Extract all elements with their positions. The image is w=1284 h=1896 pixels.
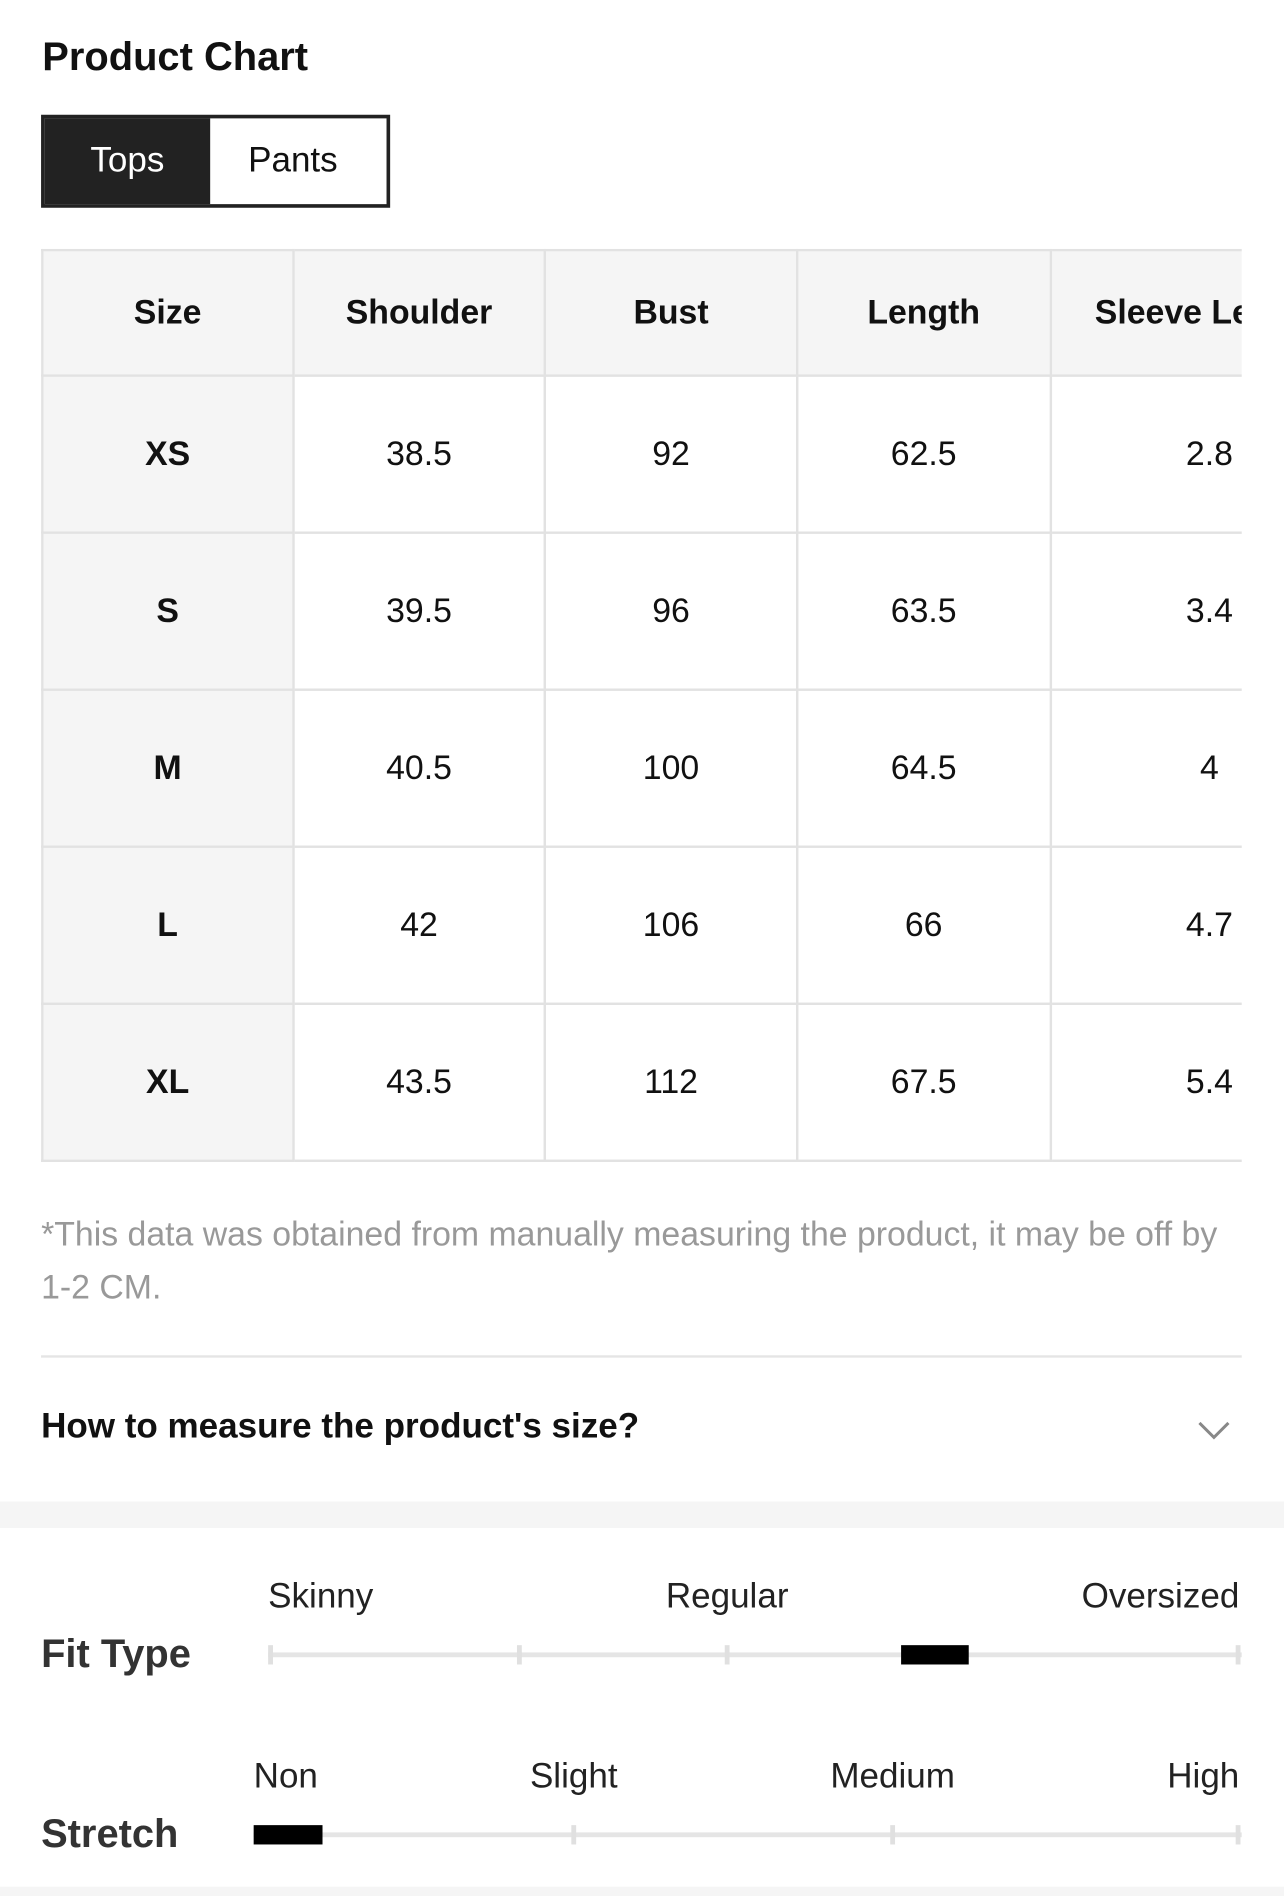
table-cell: 39.5 — [291, 531, 547, 691]
size-cell: M — [41, 688, 295, 848]
table-cell: 66 — [795, 845, 1052, 1005]
bottom-band — [0, 1886, 1284, 1896]
table-cell: 96 — [543, 531, 799, 691]
table-row: M 40.5 100 64.5 4 — [41, 688, 1242, 848]
scale-tick — [1235, 1645, 1241, 1665]
scale-tick — [1235, 1825, 1241, 1845]
table-cell: 38.5 — [291, 374, 547, 534]
table-cell: 62.5 — [795, 374, 1052, 534]
scale-label: Medium — [830, 1757, 955, 1797]
accordion-title[interactable]: How to measure the product's size? — [41, 1407, 640, 1446]
scale-label: Oversized — [1081, 1577, 1240, 1617]
table-cell: 40.5 — [291, 688, 547, 848]
table-cell: 4 — [1049, 688, 1242, 848]
table-cell: 3.4 — [1049, 531, 1242, 691]
scale-label: Non — [253, 1757, 318, 1797]
column-header: Sleeve Length — [1049, 248, 1242, 377]
table-cell: 5.4 — [1049, 1002, 1242, 1162]
tab[interactable]: Pants — [248, 141, 338, 180]
table-row: XL 43.5 112 67.5 5.4 — [41, 1002, 1242, 1162]
scale-tick — [268, 1645, 273, 1665]
title: Product Chart — [42, 33, 309, 79]
scale-label: Slight — [529, 1757, 618, 1797]
chevron-icon[interactable] — [1196, 1416, 1232, 1445]
scale-label: High — [1167, 1757, 1240, 1797]
table-cell: 43.5 — [291, 1002, 547, 1162]
table-cell: 64.5 — [795, 688, 1052, 848]
fit-type-label: Fit Type — [41, 1630, 191, 1676]
tab[interactable]: Tops — [44, 118, 211, 205]
table-cell: 112 — [543, 1002, 799, 1162]
scale-label: Skinny — [268, 1577, 374, 1617]
table-cell: 92 — [543, 374, 799, 534]
table-row: L 42 106 66 4.7 — [41, 845, 1242, 1005]
column-header: Shoulder — [291, 248, 547, 377]
size-cell: L — [41, 845, 295, 1005]
section-separator — [0, 1501, 1284, 1528]
scale-tick — [724, 1645, 730, 1665]
table-row: S 39.5 96 63.5 3.4 — [41, 531, 1242, 691]
table-row: XS 38.5 92 62.5 2.8 — [41, 374, 1242, 534]
size-cell: S — [41, 531, 295, 691]
scale-track — [268, 1652, 1242, 1658]
column-header: Length — [795, 248, 1052, 377]
table-cell: 4.7 — [1049, 845, 1242, 1005]
scale-track — [253, 1832, 1242, 1838]
table-cell: 2.8 — [1049, 374, 1242, 534]
table-cell: 42 — [291, 845, 547, 1005]
column-header: Bust — [543, 248, 799, 377]
scale-indicator — [253, 1825, 323, 1845]
scale-label: Regular — [665, 1577, 789, 1617]
size-cell: XL — [41, 1002, 295, 1162]
scale-tick — [890, 1825, 896, 1845]
table-cell: 67.5 — [795, 1002, 1052, 1162]
column-header: Size — [41, 248, 295, 377]
scale-tick — [516, 1645, 522, 1665]
note: *This data was obtained from manually me… — [41, 1215, 1218, 1306]
tab-bar: Tops Pants — [41, 114, 391, 208]
table-cell: 100 — [543, 688, 799, 848]
table-cell: 106 — [543, 845, 799, 1005]
stretch-label: Stretch — [41, 1810, 179, 1856]
scale-tick — [571, 1825, 577, 1845]
divider — [41, 1355, 1242, 1358]
scale-indicator — [901, 1645, 969, 1665]
size-cell: XS — [41, 374, 295, 534]
table-cell: 63.5 — [795, 531, 1052, 691]
table-body: XS 38.5 92 62.5 2.8 S 39.5 96 63.5 3.4 M 40.5 100 64.… — [41, 374, 1242, 1162]
